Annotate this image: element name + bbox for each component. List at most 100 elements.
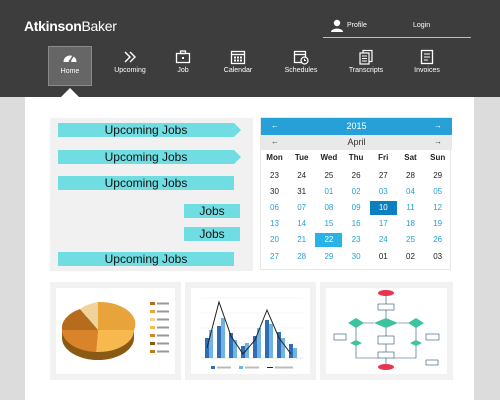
weekday-header: Thu — [348, 153, 364, 162]
calendar-day[interactable]: 05 — [433, 187, 443, 196]
flowchart-image — [333, 290, 440, 370]
calendar-day-selected[interactable]: 10 — [369, 201, 397, 215]
calendar-day[interactable]: 25 — [406, 235, 415, 244]
calendar-day[interactable]: 19 — [433, 219, 443, 228]
weekday-header: Fri — [378, 153, 389, 162]
jobs-tag[interactable]: Jobs — [184, 204, 240, 218]
nav-label-upcoming: Upcoming — [114, 67, 146, 74]
calendar-day[interactable]: 09 — [351, 203, 361, 212]
upcoming-jobs-tag[interactable]: Upcoming Jobs — [58, 123, 241, 137]
calendar-day[interactable]: 31 — [297, 187, 307, 196]
invoice-icon — [420, 49, 434, 65]
prev-month-button[interactable]: ← — [271, 137, 279, 146]
calendar-day[interactable]: 17 — [378, 219, 388, 228]
main-nav: Home Upcoming Job Calendar Schedules — [0, 46, 500, 86]
calendar-day[interactable]: 27 — [378, 171, 388, 180]
nav-item-upcoming[interactable]: Upcoming — [108, 46, 152, 86]
nav-item-transcripts[interactable]: Transcripts — [342, 46, 390, 86]
nav-label-schedules: Schedules — [284, 67, 318, 74]
calendar-day[interactable]: 29 — [324, 252, 334, 261]
brand-name-bold: Atkinson — [24, 18, 82, 34]
calendar-day[interactable]: 01 — [324, 187, 334, 196]
calendar-day[interactable]: 02 — [406, 252, 415, 261]
weekday-header: Tue — [294, 153, 309, 162]
dashboard-icon — [63, 55, 77, 63]
calendar-day[interactable]: 03 — [433, 252, 443, 261]
nav-label-calendar: Calendar — [223, 67, 253, 74]
flowchart-thumbnail[interactable] — [320, 282, 453, 380]
calendar-month-bar: ← April → — [261, 135, 452, 150]
nav-item-schedules[interactable]: Schedules — [278, 46, 324, 86]
calendar-day[interactable]: 15 — [324, 219, 334, 228]
calendar-day[interactable]: 13 — [270, 219, 279, 228]
calendar-day[interactable]: 24 — [297, 171, 307, 180]
calendar-day[interactable]: 24 — [378, 235, 388, 244]
calendar-day[interactable]: 26 — [433, 235, 443, 244]
calendar-day[interactable]: 23 — [351, 235, 361, 244]
calendar-day[interactable]: 03 — [378, 187, 388, 196]
calendar-day[interactable]: 16 — [351, 219, 361, 228]
calendar-day[interactable]: 20 — [270, 235, 279, 244]
upcoming-jobs-tag[interactable]: Upcoming Jobs — [58, 252, 234, 266]
nav-item-home[interactable]: Home — [48, 46, 92, 86]
nav-label-job: Job — [177, 67, 189, 74]
upcoming-jobs-card — [50, 118, 253, 271]
upcoming-jobs-tag[interactable]: Upcoming Jobs — [58, 150, 241, 164]
nav-item-job[interactable]: Job — [166, 46, 200, 86]
calendar-day[interactable]: 28 — [406, 171, 415, 180]
bar-line-chart-image — [201, 297, 303, 369]
nav-item-invoices[interactable]: Invoices — [408, 46, 446, 86]
documents-icon — [359, 49, 373, 65]
pie-chart-thumbnail-frame — [56, 288, 175, 374]
calendar-day[interactable]: 30 — [270, 187, 279, 196]
calendar-day[interactable]: 18 — [406, 219, 415, 228]
active-nav-pointer — [60, 88, 80, 98]
nav-item-calendar[interactable]: Calendar — [218, 46, 258, 86]
calendar-month: April — [347, 137, 366, 147]
calendar-day[interactable]: 30 — [351, 252, 361, 261]
flowchart-thumbnail-frame — [326, 288, 447, 374]
calendar-day[interactable]: 11 — [406, 203, 415, 212]
next-month-button[interactable]: → — [434, 137, 442, 146]
login-link[interactable]: Login — [413, 22, 431, 29]
account-bar: Profile Login — [323, 18, 471, 38]
bar-line-chart-thumbnail-frame — [191, 288, 310, 374]
briefcase-icon — [175, 50, 191, 64]
jobs-tag[interactable]: Jobs — [184, 227, 240, 241]
pie-chart-image — [61, 301, 169, 360]
weekday-header: Wed — [320, 153, 338, 162]
pie-chart-thumbnail[interactable] — [50, 282, 181, 380]
calendar-year: 2015 — [346, 121, 367, 131]
calendar-day[interactable]: 06 — [270, 203, 279, 212]
schedule-icon — [293, 50, 309, 65]
upcoming-jobs-tag[interactable]: Upcoming Jobs — [58, 176, 234, 190]
calendar-day[interactable]: 27 — [270, 252, 279, 261]
calendar-day[interactable]: 02 — [351, 187, 361, 196]
calendar-day[interactable]: 25 — [324, 171, 334, 180]
calendar-day[interactable]: 29 — [433, 171, 443, 180]
nav-label-invoices: Invoices — [414, 67, 440, 74]
calendar-widget: ← 2015 → ← April → Mon Tue Wed Thu Fri Sat Sun… — [260, 117, 452, 270]
next-year-button[interactable]: → — [434, 121, 442, 130]
calendar-day[interactable]: 08 — [324, 203, 334, 212]
bar-line-chart-thumbnail[interactable] — [185, 282, 316, 380]
double-chevron-icon — [124, 51, 136, 63]
brand-logo[interactable]: AtkinsonBaker — [24, 18, 117, 34]
weekday-header: Mon — [266, 153, 283, 162]
profile-link[interactable]: Profile — [347, 22, 367, 29]
calendar-day[interactable]: 26 — [351, 171, 361, 180]
calendar-day-today[interactable]: 22 — [315, 233, 343, 247]
calendar-day[interactable]: 04 — [406, 187, 415, 196]
calendar-day[interactable]: 21 — [297, 235, 307, 244]
calendar-year-bar: ← 2015 → — [261, 118, 452, 135]
calendar-day[interactable]: 01 — [378, 252, 388, 261]
prev-year-button[interactable]: ← — [271, 121, 279, 130]
calendar-day[interactable]: 28 — [297, 252, 307, 261]
profile-icon[interactable] — [331, 19, 343, 32]
calendar-day[interactable]: 14 — [297, 219, 307, 228]
weekday-header: Sat — [404, 153, 417, 162]
calendar-day[interactable]: 07 — [297, 203, 307, 212]
calendar-icon — [230, 50, 246, 65]
calendar-day[interactable]: 12 — [433, 203, 443, 212]
calendar-day[interactable]: 23 — [270, 171, 279, 180]
